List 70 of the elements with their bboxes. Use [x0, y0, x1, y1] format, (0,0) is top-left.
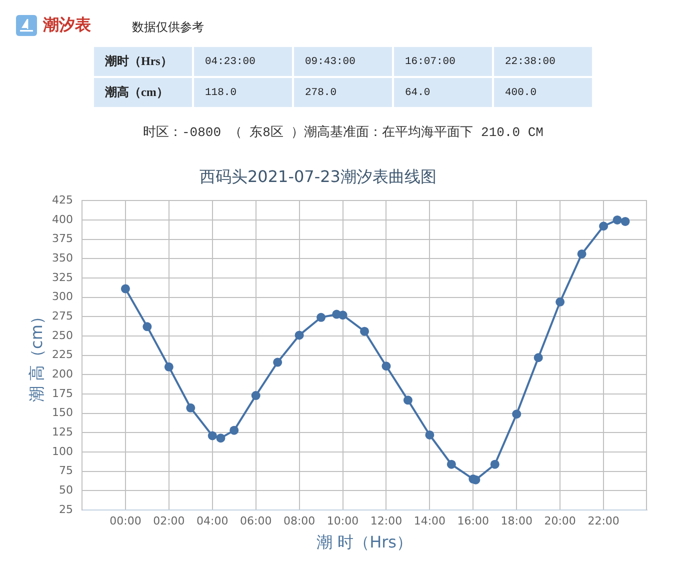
point: [556, 297, 565, 306]
y-tick-label: 300: [52, 290, 73, 304]
point: [360, 326, 369, 336]
y-tick-label: 325: [52, 270, 73, 284]
point: [534, 353, 543, 362]
y-tick-label: 225: [52, 348, 73, 362]
text: 22:38:00: [494, 47, 592, 76]
y-axis-title: 潮 高（cm）: [26, 308, 46, 402]
y-tick-label: 150: [52, 406, 73, 420]
point: [403, 396, 412, 405]
x-tick-label: 16:00: [457, 514, 490, 528]
point: [186, 403, 196, 412]
y-tick-label: 175: [52, 386, 73, 400]
text: 数据仅供参考: [132, 19, 204, 35]
point: [230, 426, 239, 435]
point: [142, 322, 152, 332]
x-tick-label: 00:00: [110, 514, 142, 528]
x-tick-label: 08:00: [283, 514, 316, 528]
y-tick-label: 50: [59, 484, 73, 497]
point: [208, 431, 217, 440]
point: [620, 216, 630, 226]
y-tick-label: 200: [52, 367, 73, 380]
text: 16:07:00: [394, 47, 492, 76]
y-tick-label: 125: [52, 426, 73, 439]
x-axis-title: 潮 时（Hrs）: [316, 532, 413, 552]
y-tick-label: 350: [52, 251, 73, 264]
y-tick-label: 425: [52, 193, 73, 206]
x-tick-label: 18:00: [500, 514, 532, 528]
x-tick-label: 10:00: [326, 514, 359, 528]
y-tick-label: 400: [52, 212, 73, 226]
text: 时区：-0800 （ 东8区 ）潮高基准面：在平均海平面下 210.0 CM: [143, 124, 544, 142]
x-tick-label: 02:00: [153, 514, 185, 528]
point: [338, 310, 348, 320]
text: 09:43:00: [294, 47, 392, 76]
text: 潮时（Hrs）: [94, 47, 192, 76]
point: [251, 391, 260, 400]
y-tick-label: 25: [59, 502, 73, 516]
point: [316, 312, 326, 322]
point: [164, 362, 174, 372]
y-tick-label: 100: [52, 444, 73, 458]
point: [490, 460, 500, 469]
point: [612, 215, 622, 224]
point: [294, 330, 304, 340]
x-tick-label: 20:00: [544, 514, 576, 528]
point: [599, 222, 608, 231]
x-tick-label: 06:00: [240, 514, 272, 528]
x-tick-label: 22:00: [588, 514, 620, 528]
y-tick-label: 75: [59, 464, 73, 478]
point: [512, 410, 522, 419]
text: 400.0: [494, 78, 592, 107]
point: [120, 284, 130, 294]
text: 潮汐表: [43, 15, 91, 35]
text: 04:23:00: [194, 47, 292, 76]
point: [446, 460, 456, 469]
text: 64.0: [394, 78, 492, 107]
chart-title: 西码头2021-07-23潮汐表曲线图: [198, 167, 438, 187]
point: [382, 362, 391, 371]
x-tick-label: 04:00: [196, 514, 228, 528]
point: [273, 358, 282, 367]
y-tick-label: 250: [52, 328, 73, 342]
y-tick-label: 375: [52, 232, 73, 246]
point: [425, 430, 434, 440]
point: [216, 434, 226, 443]
x-tick-label: 14:00: [414, 514, 446, 528]
text: 潮高（cm）: [94, 78, 192, 107]
point: [577, 249, 586, 258]
y-tick-label: 275: [52, 309, 73, 322]
text: 278.0: [294, 78, 392, 107]
text: 118.0: [194, 78, 292, 107]
x-tick-label: 12:00: [370, 514, 402, 528]
